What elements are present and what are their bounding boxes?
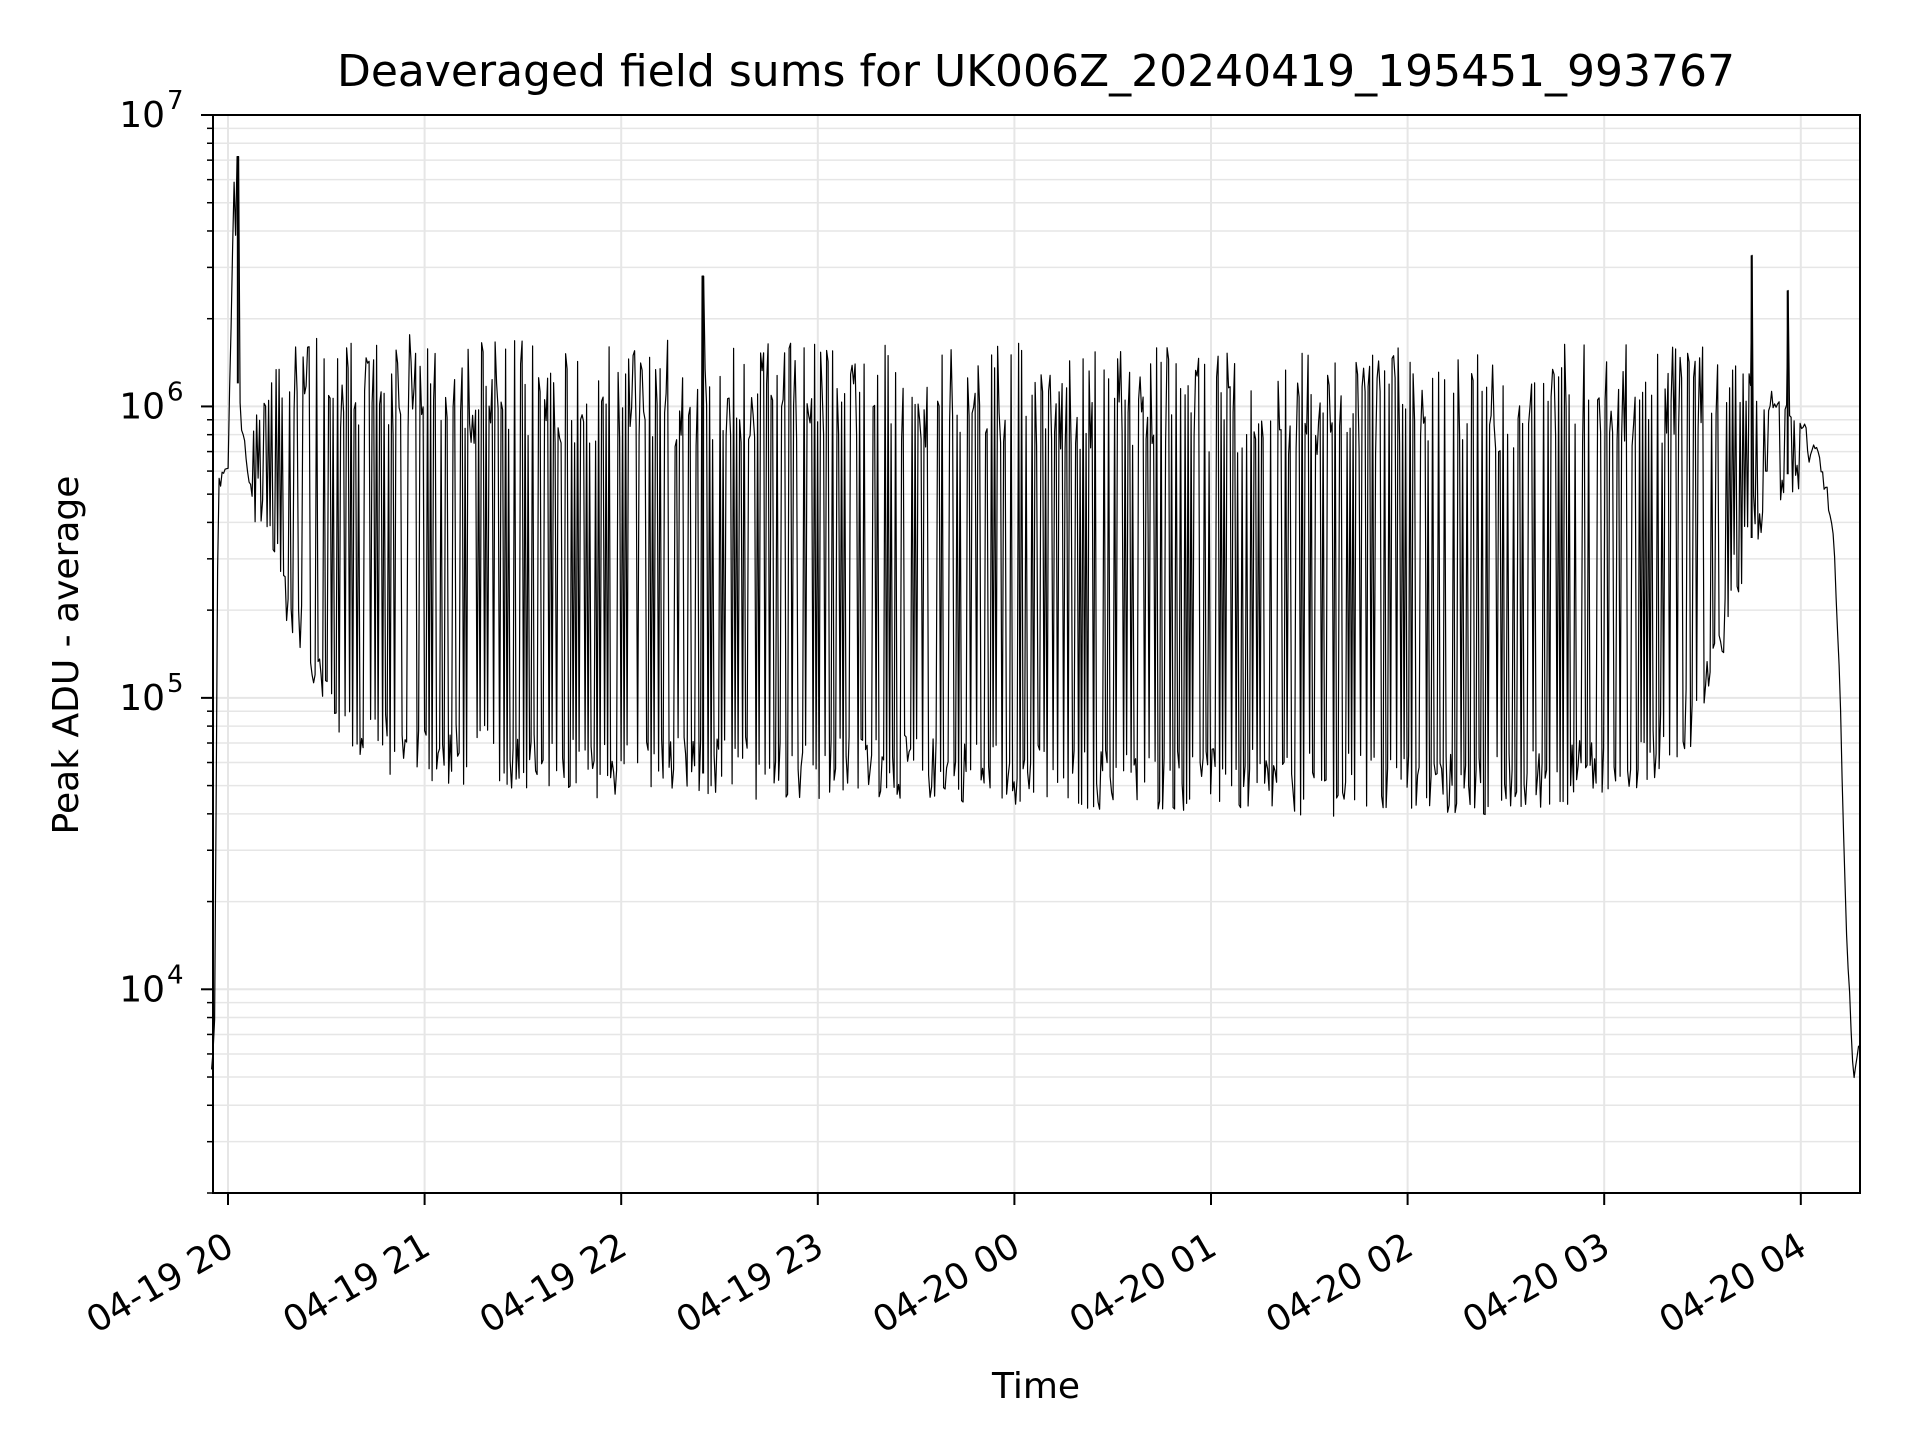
y-tick-exponent: 6 <box>167 377 184 407</box>
x-tick-label: 04-20 04 <box>1653 1225 1814 1341</box>
x-axis: 04-19 20 04-19 21 04-19 22 04-19 23 04-20 00… <box>80 1193 1813 1342</box>
y-tick-exponent: 7 <box>167 86 184 116</box>
plot-frame <box>212 114 1861 1194</box>
x-tick-label: 04-20 02 <box>1259 1225 1420 1341</box>
x-tick-label: 04-20 03 <box>1456 1225 1617 1341</box>
x-tick-label: 04-19 20 <box>80 1225 241 1341</box>
x-tick-label: 04-20 00 <box>866 1225 1027 1341</box>
series-line <box>211 156 1860 1079</box>
y-tick-label: 10 <box>119 678 165 719</box>
x-tick-label: 04-19 23 <box>670 1225 831 1341</box>
y-axis-label: Peak ADU - average <box>46 476 87 835</box>
chart-title: Deaveraged field sums for UK006Z_2024041… <box>337 46 1735 97</box>
y-tick-label: 10 <box>119 386 165 427</box>
y-tick-label: 10 <box>119 95 165 136</box>
x-tick-label: 04-20 01 <box>1063 1225 1224 1341</box>
x-axis-label: Time <box>991 1366 1080 1407</box>
x-tick-label: 04-19 22 <box>473 1225 634 1341</box>
x-tick-label: 04-19 21 <box>276 1225 437 1341</box>
y-tick-label: 10 <box>119 969 165 1010</box>
y-tick-exponent: 4 <box>167 960 184 990</box>
y-tick-exponent: 5 <box>167 669 184 699</box>
series-path <box>211 156 1860 1079</box>
